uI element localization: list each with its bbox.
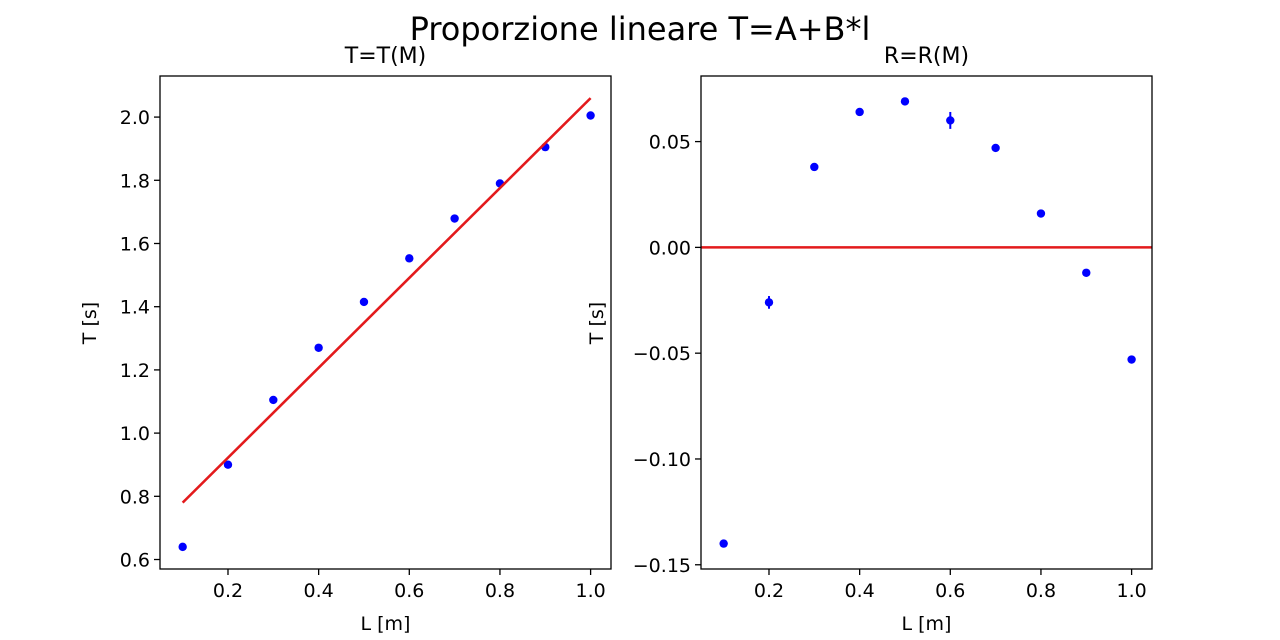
- left-plot-data-point: [405, 254, 414, 263]
- right-plot-data-point: [1127, 355, 1136, 364]
- left-plot-xtick-label: 0.8: [485, 580, 515, 602]
- left-plot-frame: [159, 75, 612, 570]
- right-plot-data-point: [1082, 268, 1091, 277]
- left-plot-marks: [178, 97, 595, 552]
- left-plot-data-point: [314, 343, 323, 352]
- left-plot-xtick-label: 0.4: [304, 580, 334, 602]
- left-plot-data-point: [269, 395, 278, 405]
- right-plot-data-point: [764, 298, 774, 307]
- left-plot-data-point: [586, 111, 595, 120]
- left-plot-xtick-label: 0.6: [394, 580, 424, 602]
- right-plot-xtick-label: 1.0: [1116, 580, 1146, 602]
- left-plot-xtick-label: 0.2: [213, 580, 243, 602]
- left-plot-ytick-label: 1.8: [120, 170, 150, 192]
- left-plot-ytick-label: 1.4: [120, 297, 150, 319]
- right-plot-data-point: [900, 97, 910, 106]
- left-plot-ytick-label: 0.6: [120, 550, 150, 572]
- right-plot-data-point: [855, 107, 864, 117]
- figure-suptitle: Proporzione lineare T=A+B*l: [410, 10, 871, 48]
- right-plot-title: R=R(M): [884, 44, 969, 69]
- right-plot-marks: [701, 97, 1152, 548]
- right-plot-ylabel: T [s]: [586, 302, 608, 345]
- right-plot-xlabel: L [m]: [902, 613, 952, 635]
- right-plot-ytick-label: −0.05: [633, 343, 691, 365]
- right-plot-ytick-label: 0.05: [649, 132, 691, 154]
- left-plot-data-point: [178, 542, 187, 552]
- right-plot-data-point: [1036, 209, 1046, 218]
- left-plot-ytick-label: 1.6: [120, 233, 150, 255]
- right-plot-ytick-label: 0.00: [649, 237, 691, 259]
- left-plot-xtick-label: 1.0: [575, 580, 605, 602]
- left-plot-fit-line: [181, 97, 592, 504]
- right-plot-data-point: [991, 143, 1000, 153]
- right-plot-data-point: [946, 116, 955, 125]
- right-plot-xtick-label: 0.4: [845, 580, 875, 602]
- left-plot-data-point: [223, 460, 233, 469]
- left-plot-ytick-label: 1.2: [120, 360, 150, 382]
- left-plot-xlabel: L [m]: [361, 613, 411, 635]
- left-plot: T=T(M) 0.2 0.4 0.6 0.8 1.0 0.6 0.8 1.0 1.2 1.4 1.6…: [79, 44, 612, 635]
- right-plot-frame: [700, 75, 1153, 570]
- right-plot-ticks: 0.2 0.4 0.6 0.8 1.0 0.05 0.00 −0.05 −0.10 −0.15: [633, 132, 1147, 602]
- left-plot-data-point: [450, 214, 459, 223]
- right-plot-ytick-label: −0.10: [633, 449, 691, 471]
- left-plot-ytick-label: 1.0: [120, 423, 150, 445]
- right-plot-data-point: [719, 539, 728, 548]
- left-plot-ylabel: T [s]: [79, 302, 101, 345]
- right-plot-data-point: [810, 162, 819, 172]
- right-plot: R=R(M) 0.2 0.4 0.6 0.8 1.0 0.05 0.00 −0.05 −0.10…: [586, 44, 1153, 635]
- right-plot-xtick-label: 0.2: [754, 580, 784, 602]
- right-plot-xtick-label: 0.6: [935, 580, 965, 602]
- left-plot-ytick-label: 0.8: [120, 486, 150, 508]
- left-plot-title: T=T(M): [344, 44, 426, 69]
- left-plot-ytick-label: 2.0: [120, 107, 150, 129]
- right-plot-ytick-label: −0.15: [633, 555, 691, 577]
- left-plot-ticks: 0.2 0.4 0.6 0.8 1.0 0.6 0.8 1.0 1.2 1.4 1.6 1.8 2.0: [120, 107, 606, 602]
- left-plot-data-point: [359, 297, 369, 307]
- right-plot-xtick-label: 0.8: [1026, 580, 1056, 602]
